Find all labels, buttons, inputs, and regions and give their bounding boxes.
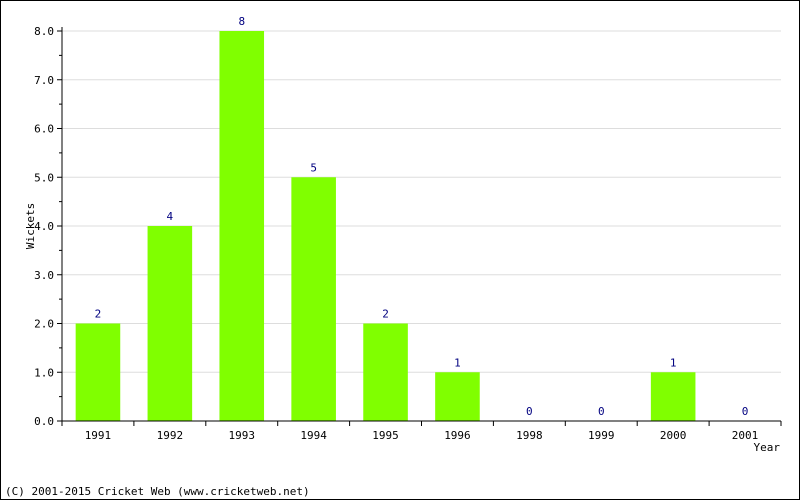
data-label-1995: 2 xyxy=(382,308,389,321)
y-tick-label: 7.0 xyxy=(34,74,54,87)
bar-1995 xyxy=(363,323,408,421)
data-label-1996: 1 xyxy=(454,356,461,369)
y-tick-label: 0.0 xyxy=(34,415,54,428)
bar-1991 xyxy=(75,323,121,421)
y-axis-label: Wickets xyxy=(24,203,37,249)
y-tick-label: 5.0 xyxy=(34,171,54,184)
bar-1994 xyxy=(291,177,336,421)
x-tick-label: 1994 xyxy=(300,429,327,442)
data-label-1998: 0 xyxy=(526,405,533,418)
data-label-1992: 4 xyxy=(167,210,174,223)
x-tick-label: 2001 xyxy=(732,429,759,442)
y-tick-label: 4.0 xyxy=(34,220,54,233)
y-tick-label: 3.0 xyxy=(34,269,54,282)
data-label-2000: 1 xyxy=(670,356,677,369)
x-tick-label: 1993 xyxy=(229,429,256,442)
bar-2000 xyxy=(650,372,696,421)
data-label-1991: 2 xyxy=(95,308,102,321)
bars xyxy=(75,31,696,421)
copyright-text: (C) 2001-2015 Cricket Web (www.cricketwe… xyxy=(5,485,310,498)
data-labels: 2 4 8 5 2 1 0 0 1 0 xyxy=(95,15,749,418)
tick-labels: 0.0 1.0 2.0 3.0 4.0 5.0 6.0 7.0 8.0 1991 1992 1993 1… xyxy=(34,25,782,442)
x-tick-label: 1995 xyxy=(372,429,399,442)
data-label-1993: 8 xyxy=(238,15,245,28)
data-label-1994: 5 xyxy=(310,161,317,174)
x-tick-label: 1998 xyxy=(516,429,543,442)
y-tick-label: 6.0 xyxy=(34,123,54,136)
x-tick-label: 1996 xyxy=(444,429,471,442)
y-tick-label: 8.0 xyxy=(34,25,54,38)
x-tick-label: 1999 xyxy=(588,429,615,442)
data-label-1999: 0 xyxy=(598,405,605,418)
x-tick-label: 1991 xyxy=(85,429,112,442)
x-tick-label: 1992 xyxy=(157,429,184,442)
y-tick-label: 2.0 xyxy=(34,318,54,331)
bar-1992 xyxy=(147,226,193,421)
data-label-2001: 0 xyxy=(742,405,749,418)
y-tick-label: 1.0 xyxy=(34,366,54,379)
bar-1996 xyxy=(435,372,480,421)
bar-1993 xyxy=(219,31,265,421)
x-axis-label: Year xyxy=(754,441,781,454)
x-tick-label: 2000 xyxy=(660,429,687,442)
